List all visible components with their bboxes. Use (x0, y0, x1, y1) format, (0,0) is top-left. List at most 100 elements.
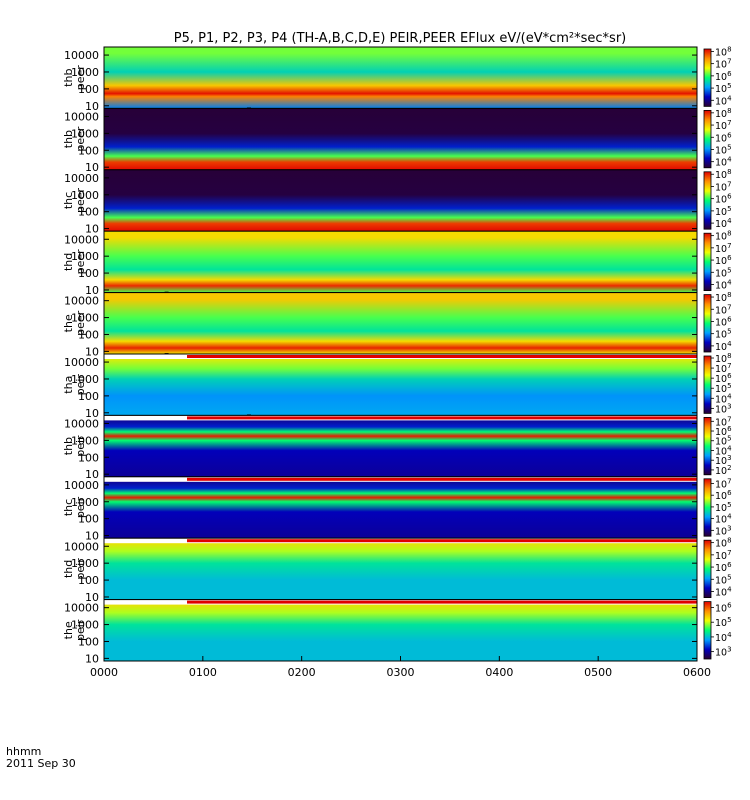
energy-tick-label: 100 (78, 83, 99, 96)
colorbar-tick-label: 106 (715, 561, 732, 574)
spectrogram-image (104, 599, 697, 661)
energy-tick-label: 10000 (64, 540, 99, 553)
energy-tick-label: 1000 (71, 557, 99, 570)
energy-tick-label: 100 (78, 574, 99, 587)
time-axis-units-label: hhmm (6, 745, 41, 758)
time-tick-label: 0500 (584, 666, 612, 679)
species-label: peir (74, 619, 87, 641)
colorbar (703, 232, 712, 291)
colorbar-tick-label: 105 (715, 82, 732, 95)
probe-label: thc (62, 499, 75, 516)
species-label: peer (74, 310, 87, 336)
colorbar-tick-label: 104 (715, 156, 732, 169)
time-tick-label: 0300 (387, 666, 415, 679)
species-label: peir (74, 496, 87, 518)
energy-tick-label: 10000 (64, 295, 99, 308)
probe-label: thd (62, 253, 75, 271)
energy-tick-label: 10 (85, 530, 99, 543)
energy-tick-label: 100 (78, 635, 99, 648)
colorbar-tick-label: 104 (715, 217, 732, 230)
colorbar-tick-label: 105 (715, 616, 732, 629)
time-tick-label: 0400 (485, 666, 513, 679)
colorbar (703, 171, 712, 230)
colorbar-tick-label: 106 (715, 601, 732, 614)
probe-label: the (62, 314, 75, 332)
energy-tick-label: 10000 (64, 602, 99, 615)
energy-tick-label: 10 (85, 345, 99, 358)
probe-label: tha (62, 376, 75, 394)
energy-tick-label: 10 (85, 407, 99, 420)
energy-tick-label: 10000 (64, 356, 99, 369)
energy-tick-label: 100 (78, 267, 99, 280)
colorbar-tick-label: 108 (715, 107, 732, 120)
species-label: peir (74, 435, 87, 457)
colorbar (703, 601, 712, 660)
species-label: peer (74, 249, 87, 275)
spectrogram-image (104, 415, 697, 477)
spectrogram-image (104, 292, 697, 354)
colorbar (703, 294, 712, 353)
colorbar-tick-label: 108 (715, 537, 732, 550)
energy-tick-label: 10000 (64, 417, 99, 430)
spectrogram-image (104, 538, 697, 600)
energy-tick-label: 10 (85, 284, 99, 297)
energy-tick-label: 10 (85, 652, 99, 665)
probe-label: thc (62, 192, 75, 209)
colorbar (703, 355, 712, 414)
energy-tick-label: 10000 (64, 49, 99, 62)
colorbar-tick-label: 106 (715, 193, 732, 206)
colorbar-tick-label: 108 (715, 168, 732, 181)
colorbar (703, 539, 712, 599)
colorbar-tick-label: 105 (715, 143, 732, 156)
colorbar (703, 48, 712, 107)
species-label: peer (74, 126, 87, 152)
species-label: peir (74, 558, 87, 580)
probe-label: thb (62, 437, 75, 455)
energy-tick-label: 10 (85, 100, 99, 113)
spectrogram-image (104, 231, 697, 293)
mode-flag-bar (187, 477, 697, 481)
time-tick-label: 0100 (189, 666, 217, 679)
energy-tick-label: 10 (85, 468, 99, 481)
spectrogram-image (104, 354, 697, 416)
energy-tick-label: 10000 (64, 233, 99, 246)
colorbar-tick-label: 104 (715, 94, 732, 107)
spectrogram-image (104, 108, 697, 170)
time-axis-date-label: 2011 Sep 30 (6, 757, 76, 770)
energy-tick-label: 10 (85, 223, 99, 236)
probe-label: thd (62, 560, 75, 578)
energy-tick-label: 1000 (71, 312, 99, 325)
colorbar-tick-label: 103 (715, 524, 732, 537)
colorbar (703, 478, 712, 537)
energy-tick-label: 100 (78, 513, 99, 526)
colorbar-tick-label: 104 (715, 278, 732, 291)
spectrogram-panel-10: 10 100 1000 10000 the peir 103 104 105 106 (62, 599, 732, 665)
energy-tick-label: 10 (85, 591, 99, 604)
colorbar-tick-label: 106 (715, 70, 732, 83)
colorbar-tick-label: 107 (715, 242, 732, 255)
energy-tick-label: 100 (78, 451, 99, 464)
energy-tick-label: 1000 (71, 127, 99, 140)
colorbar-tick-label: 103 (715, 646, 732, 659)
energy-tick-label: 10000 (64, 110, 99, 123)
colorbar-tick-label: 107 (715, 119, 732, 132)
species-label: peer (74, 188, 87, 214)
colorbar-tick-label: 108 (715, 45, 732, 58)
colorbar-tick-label: 108 (715, 230, 732, 243)
colorbar-tick-label: 107 (715, 303, 732, 316)
mode-flag-bar (187, 539, 697, 543)
energy-tick-label: 1000 (71, 189, 99, 202)
species-label: peir (74, 374, 87, 396)
colorbar-tick-label: 106 (715, 254, 732, 267)
spectrogram-image (104, 169, 697, 232)
probe-label: thb (62, 130, 75, 148)
colorbar-tick-label: 104 (715, 585, 732, 598)
